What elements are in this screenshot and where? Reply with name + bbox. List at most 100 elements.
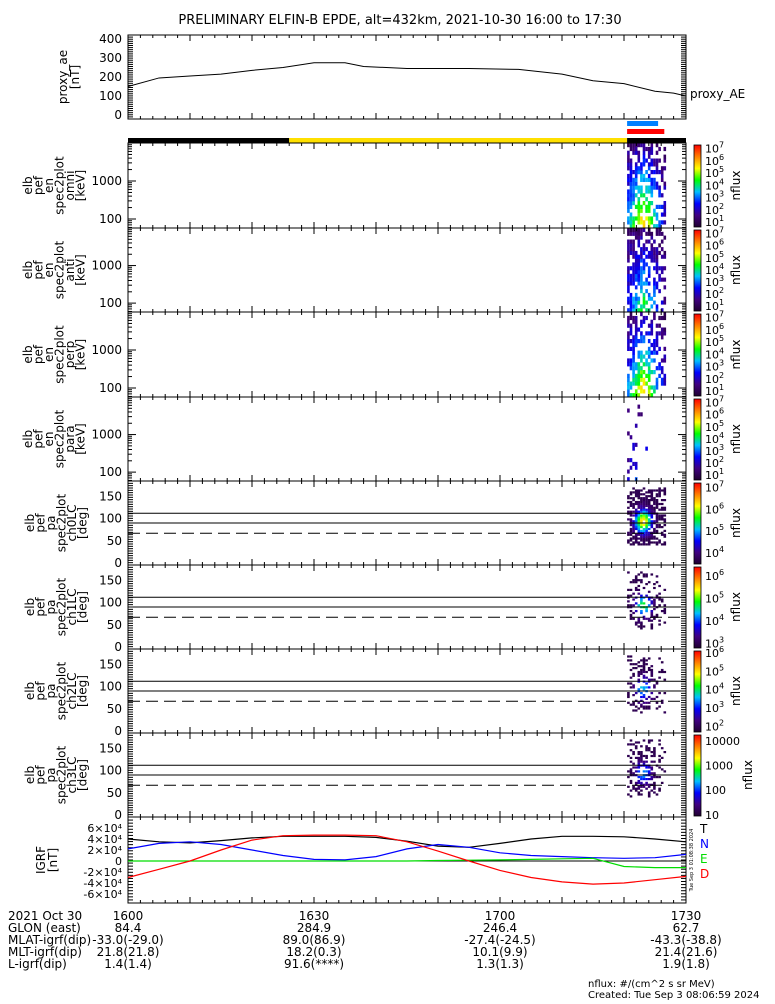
colorbar-tick-exponent: 7 <box>719 310 724 319</box>
spectrogram-pixel <box>658 743 661 746</box>
spectrogram-pixel <box>647 323 651 328</box>
spectrogram-pixel <box>642 354 646 359</box>
spectrogram-pixel <box>645 770 648 773</box>
spectrogram-pixel <box>647 795 651 798</box>
spectrogram-pixel <box>663 770 667 773</box>
y-axis-label: pef <box>34 681 48 701</box>
spectrogram-pixel <box>660 277 664 282</box>
spectrogram-pixel <box>650 296 654 301</box>
spectrogram-pixel <box>650 697 654 700</box>
y-axis-label: [deg] <box>76 591 90 623</box>
spectrogram-pixel <box>637 189 641 194</box>
spectrogram-pixel <box>632 277 635 282</box>
spectrogram-pixel <box>658 204 661 209</box>
spectrogram-pixel <box>663 678 667 681</box>
spectrogram-pixel <box>645 510 648 513</box>
spectrogram-pixel <box>655 793 659 796</box>
spectrogram-pixel <box>653 598 656 601</box>
spectrogram-pixel <box>647 520 651 523</box>
spectrogram-pixel <box>647 508 651 511</box>
spectrogram-pixel <box>653 678 656 681</box>
spectrogram-pixel <box>632 339 635 344</box>
spectrogram-pixel <box>658 224 661 229</box>
spectrogram-pixel <box>632 150 635 155</box>
spectrogram-pixel <box>632 527 635 531</box>
spectrogram-pixel <box>645 756 648 759</box>
spectrogram-pixel <box>645 514 648 517</box>
spectrogram-pixel <box>637 158 641 163</box>
spectrogram-pixel <box>647 204 651 209</box>
spectrogram-pixel <box>627 793 630 796</box>
colorbar-tick-label: 106 <box>705 501 724 516</box>
spectrogram-pixel <box>647 778 651 781</box>
y-axis-label: [keV] <box>74 170 88 201</box>
spectrogram-pixel <box>650 358 654 363</box>
spectrogram-pixel <box>655 304 659 309</box>
spectrogram-pixel <box>632 506 635 509</box>
spectrogram-pixel <box>629 743 633 746</box>
spectrogram-pixel <box>627 254 630 259</box>
spectrogram-pixel <box>627 181 630 186</box>
spectrogram-pixel <box>645 177 648 182</box>
spectrogram-pixel <box>627 143 630 148</box>
spectrogram-pixel <box>632 504 635 507</box>
spectrogram-pixel <box>627 506 630 509</box>
spectrogram-pixel <box>642 762 646 765</box>
spectrogram-pixel <box>627 389 630 394</box>
colorbar-tick-exponent: 6 <box>719 153 724 162</box>
spectrogram-pixel <box>637 781 641 784</box>
proxy-ae-line <box>127 62 687 97</box>
spectrogram-pixel <box>637 500 641 504</box>
spectrogram-pixel <box>660 661 664 664</box>
spectrogram-pixel <box>642 705 646 708</box>
spectrogram-pixel <box>645 766 648 769</box>
spectrogram-pixel <box>645 760 648 763</box>
spectrogram-pixel <box>629 323 633 328</box>
spectrogram-pixel <box>647 535 651 538</box>
ephemeris-label: MLAT-igrf(dip) <box>8 933 91 947</box>
spectrogram-pixel <box>645 526 648 529</box>
spectrogram-pixel <box>632 598 635 601</box>
spectrogram-pixel <box>653 312 656 317</box>
spectrogram-pixel <box>629 504 633 507</box>
colorbar-tick-exponent: 4 <box>719 545 724 554</box>
spectrogram-pixel <box>645 491 648 494</box>
spectrogram-pixel <box>647 166 651 171</box>
spectrogram-pixel <box>653 181 656 186</box>
y-axis-label: elb <box>23 766 37 784</box>
spectrogram-pixel <box>660 220 664 225</box>
spectrogram-pixel <box>645 701 648 704</box>
spectrogram-pixel <box>642 389 646 394</box>
spectrogram-pixel <box>640 304 643 309</box>
spectrogram-pixel <box>627 150 630 155</box>
spectrogram-pixel <box>642 292 646 297</box>
spectrogram-pixel <box>634 524 638 527</box>
colorbar-tick-label: 107 <box>705 479 724 494</box>
spectrogram-pixel <box>653 583 656 586</box>
spectrogram-pixel <box>647 366 651 371</box>
spectrogram-pixel <box>632 393 635 398</box>
y-axis-label: spec2plot <box>53 409 67 468</box>
spectrogram-pixel <box>632 510 635 513</box>
spectrogram-pixel <box>653 791 656 794</box>
spectrogram-pixel <box>655 143 659 148</box>
spectrogram-pixel <box>650 613 654 616</box>
spectrogram-pixel <box>637 787 641 790</box>
spectrogram-pixel <box>640 193 643 198</box>
spectrogram-pixel <box>627 659 630 662</box>
spectrogram-pixel <box>629 277 633 282</box>
spectrogram-pixel <box>655 502 659 506</box>
spectrogram-pixel <box>650 535 654 538</box>
spectrogram-pixel <box>632 308 635 313</box>
spectrogram-pixel <box>637 495 641 498</box>
spectrogram-pixel <box>634 623 638 626</box>
spectrogram-pixel <box>653 760 656 763</box>
colorbar-tick-label: 105 <box>705 663 724 678</box>
y-axis-label: spec2plot <box>55 493 69 552</box>
spectrogram-pixel <box>629 212 633 217</box>
spectrogram-pixel <box>634 502 638 506</box>
spectrogram-pixel <box>642 201 646 206</box>
y-axis-label: elb <box>21 430 35 448</box>
spectrogram-pixel <box>655 224 659 229</box>
spectrogram-pixel <box>640 389 643 394</box>
